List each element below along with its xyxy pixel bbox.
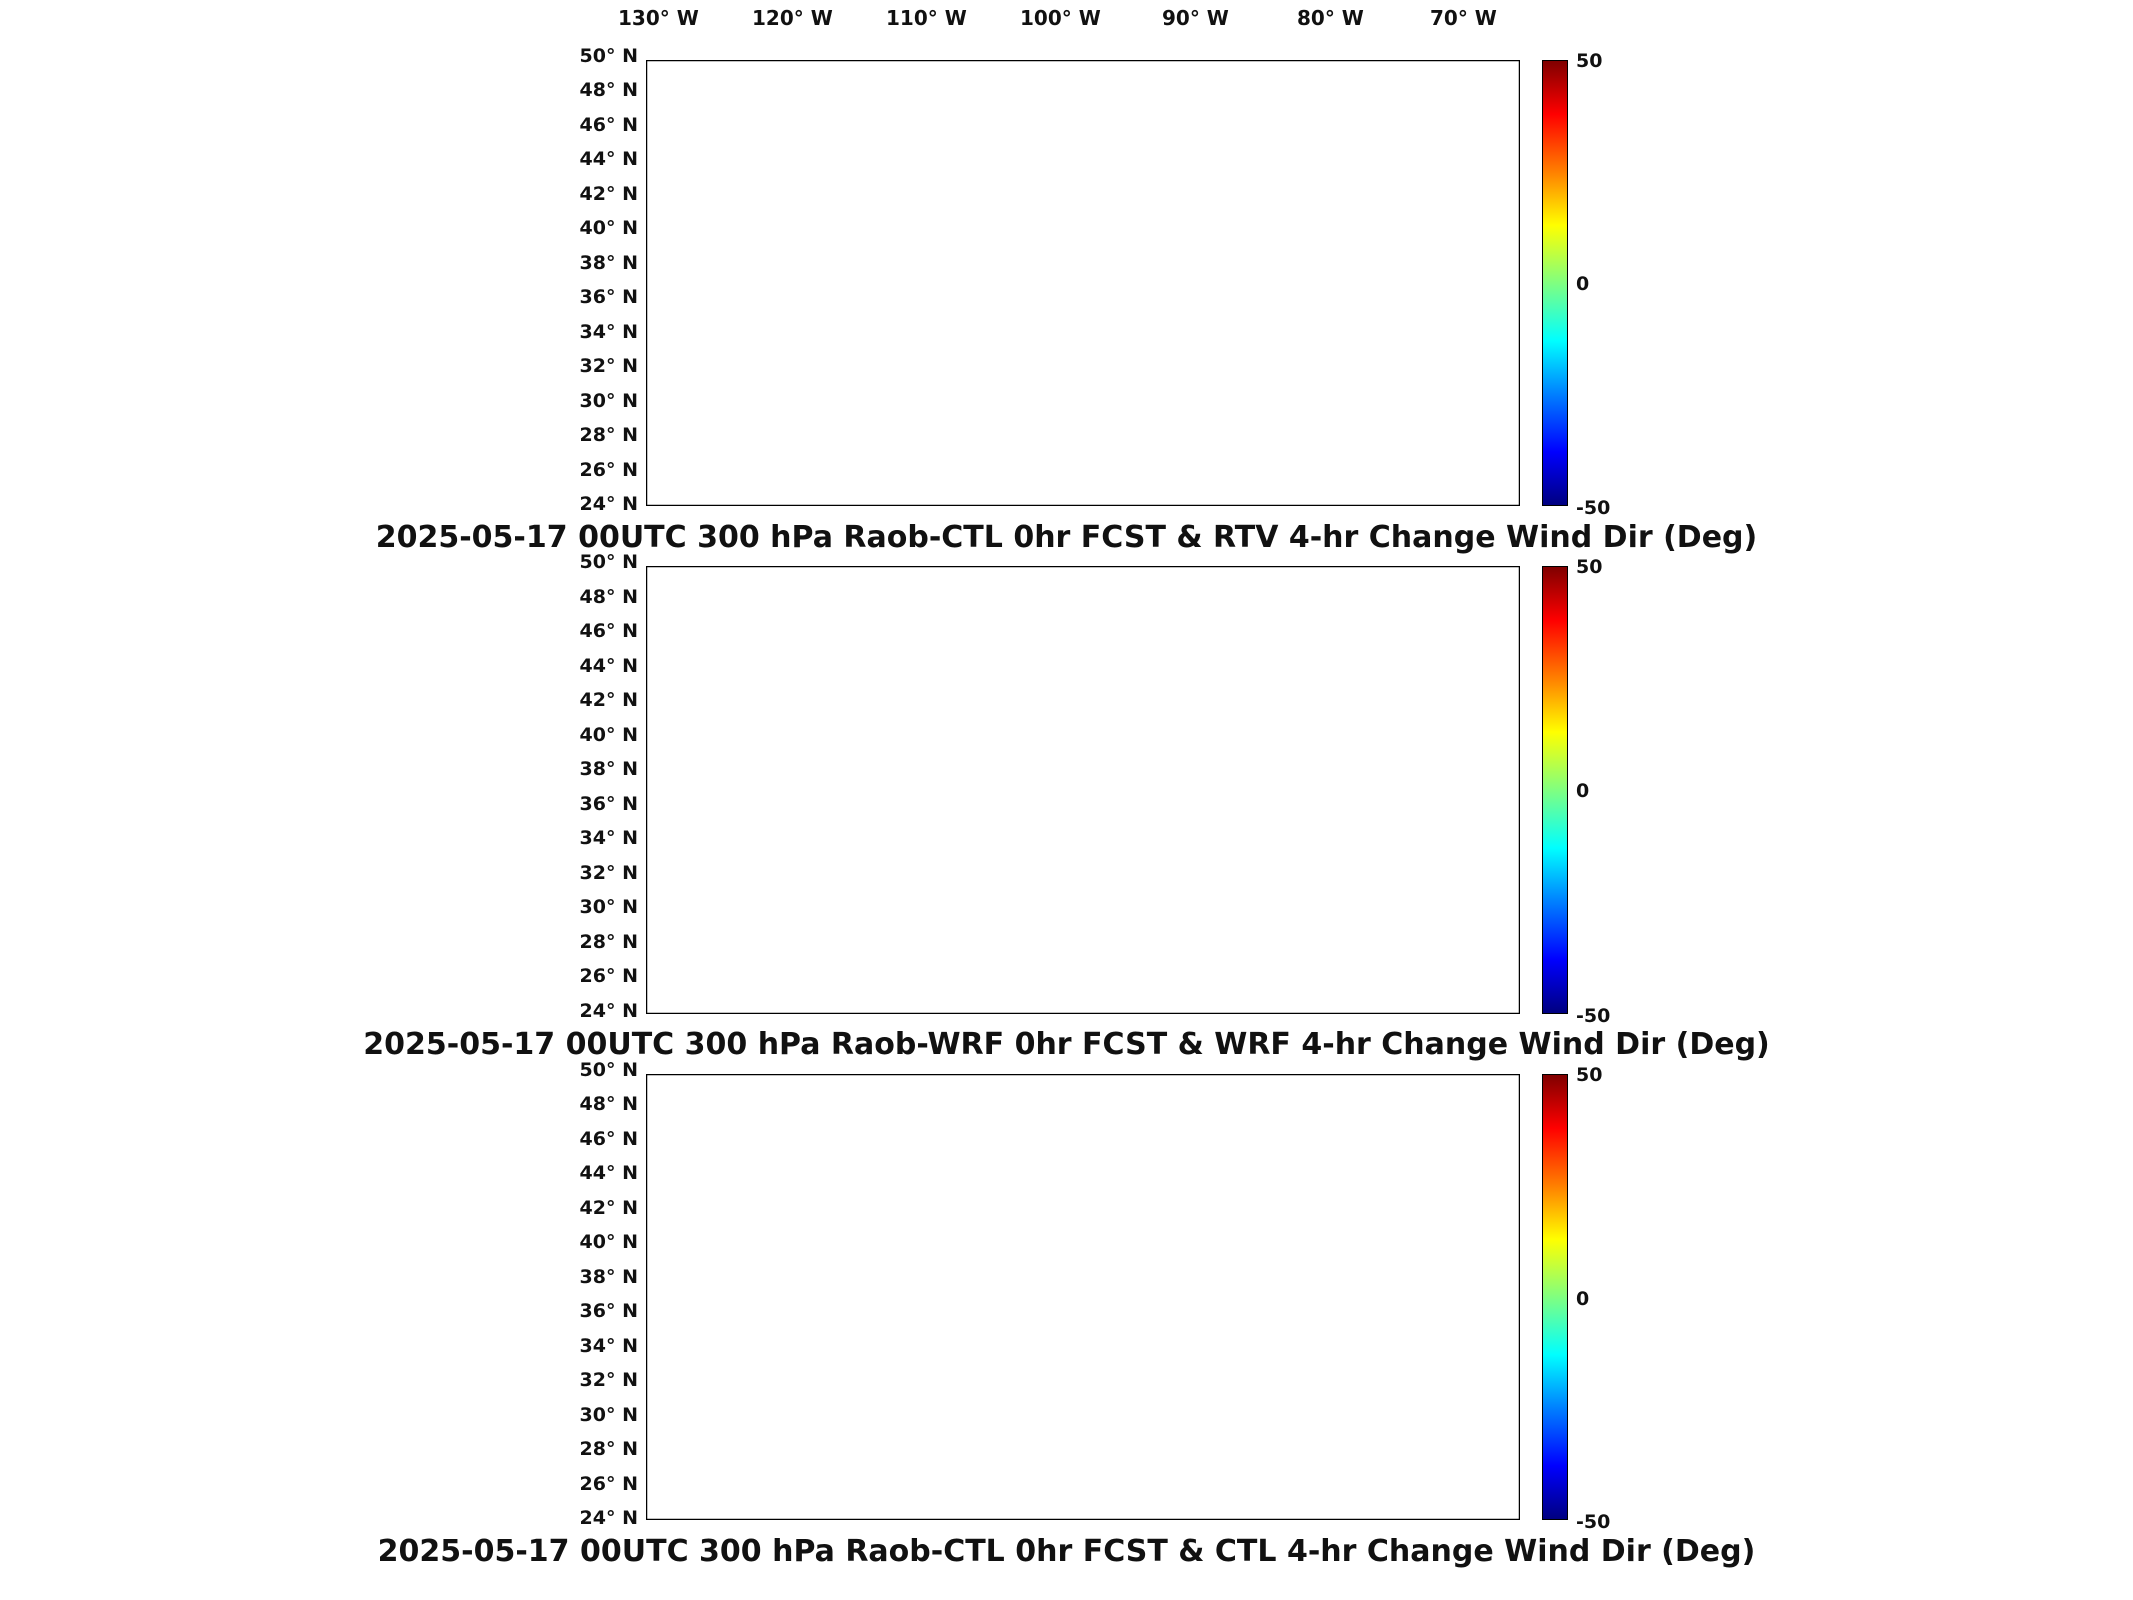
lat-label: 24° N — [579, 493, 638, 515]
map-plot-area — [646, 1074, 1520, 1520]
lat-label: 36° N — [579, 792, 638, 815]
lat-label: 26° N — [579, 965, 638, 988]
colorbar-max-label: 50 — [1576, 556, 1603, 578]
lat-label: 36° N — [579, 1300, 638, 1323]
panel-title: 2025-05-17 00UTC 300 hPa Raob-CTL 0hr FC… — [375, 520, 1758, 555]
lat-label: 44° N — [579, 148, 638, 171]
colorbar-mid-label: 0 — [1576, 780, 1590, 802]
lon-label-90w: 90° W — [1162, 6, 1229, 30]
lon-label-70w: 70° W — [1430, 6, 1497, 30]
lat-label: 26° N — [579, 1472, 638, 1495]
colorbar — [1542, 1074, 1568, 1520]
colorbar-max-label: 50 — [1576, 50, 1603, 72]
colorbar — [1542, 566, 1568, 1014]
lon-label-120w: 120° W — [752, 6, 833, 30]
lat-label: 34° N — [579, 827, 638, 850]
map-plot-area — [646, 60, 1520, 506]
colorbar-mid-label: 0 — [1576, 1288, 1590, 1310]
lat-label: 38° N — [579, 1265, 638, 1288]
lon-label-80w: 80° W — [1297, 6, 1364, 30]
lat-label: 30° N — [579, 389, 638, 412]
lat-label: 48° N — [579, 1093, 638, 1116]
lat-label: 40° N — [579, 1231, 638, 1254]
lat-label: 26° N — [579, 458, 638, 481]
colorbar-min-label: -50 — [1576, 497, 1611, 519]
lat-label: 46° N — [579, 620, 638, 643]
lat-label: 44° N — [579, 654, 638, 677]
lat-label: 24° N — [579, 1000, 638, 1022]
lat-label: 50° N — [579, 45, 638, 67]
lat-label: 48° N — [579, 79, 638, 102]
lat-label: 36° N — [579, 286, 638, 309]
lat-label: 42° N — [579, 689, 638, 712]
lat-label: 34° N — [579, 1334, 638, 1357]
lat-label: 44° N — [579, 1162, 638, 1185]
lat-label: 38° N — [579, 758, 638, 781]
lat-label: 32° N — [579, 861, 638, 884]
lat-label: 28° N — [579, 930, 638, 953]
panel-title: 2025-05-17 00UTC 300 hPa Raob-CTL 0hr FC… — [377, 1534, 1756, 1569]
lat-label: 40° N — [579, 723, 638, 746]
colorbar-mid-label: 0 — [1576, 273, 1590, 295]
colorbar — [1542, 60, 1568, 506]
lat-label: 28° N — [579, 424, 638, 447]
lat-label: 24° N — [579, 1507, 638, 1529]
lat-label: 50° N — [579, 1059, 638, 1081]
lat-label: 32° N — [579, 355, 638, 378]
colorbar-min-label: -50 — [1576, 1511, 1611, 1533]
colorbar-min-label: -50 — [1576, 1005, 1611, 1027]
lat-label: 40° N — [579, 217, 638, 240]
lat-label: 42° N — [579, 182, 638, 205]
lat-label: 46° N — [579, 113, 638, 136]
lat-label: 46° N — [579, 1127, 638, 1150]
lat-label: 30° N — [579, 896, 638, 919]
panel-title: 2025-05-17 00UTC 300 hPa Raob-WRF 0hr FC… — [363, 1027, 1770, 1062]
lat-label: 34° N — [579, 320, 638, 343]
lat-label: 50° N — [579, 551, 638, 573]
lon-label-130w: 130° W — [618, 6, 699, 30]
lat-label: 38° N — [579, 251, 638, 274]
lat-label: 48° N — [579, 585, 638, 608]
lat-label: 42° N — [579, 1196, 638, 1219]
lon-label-100w: 100° W — [1020, 6, 1101, 30]
lat-label: 32° N — [579, 1369, 638, 1392]
map-plot-area — [646, 566, 1520, 1014]
lon-label-110w: 110° W — [886, 6, 967, 30]
lat-label: 30° N — [579, 1403, 638, 1426]
colorbar-max-label: 50 — [1576, 1064, 1603, 1086]
lat-label: 28° N — [579, 1438, 638, 1461]
